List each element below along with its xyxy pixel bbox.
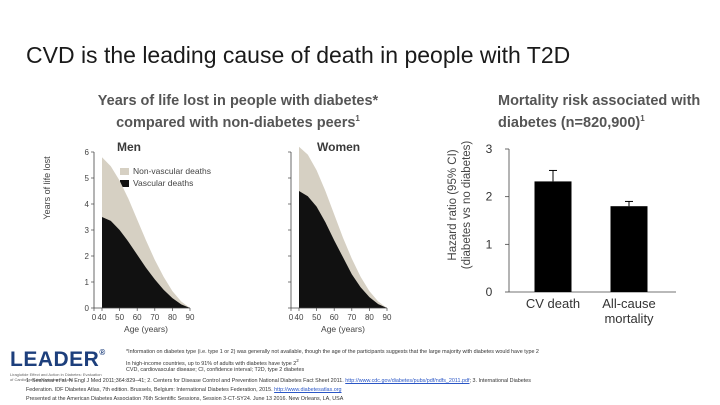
footnote-3: CVD, cardiovascular disease; CI, confide… <box>126 367 305 373</box>
legend-label-nonvascular: Non-vascular deaths <box>133 166 211 176</box>
men-x-tick-label: 70 <box>150 313 159 322</box>
right-panel-title: Mortality risk associated with diabetes … <box>498 93 718 132</box>
women-x-tick-label: 40 <box>295 313 304 322</box>
women-x-tick-label: 0 <box>289 313 294 322</box>
leader-logo-subtext: Liraglutide Effect and Action in Diabete… <box>10 372 102 382</box>
bar-0-category-label: CV death <box>526 296 580 311</box>
women-x-tick-label: 60 <box>330 313 339 322</box>
bar-1-category-label: mortality <box>604 311 654 326</box>
footnote-1: *Information on diabetes type (i.e. type… <box>126 349 539 355</box>
men-x-tick-label: 50 <box>115 313 124 322</box>
men-y-tick-label: 5 <box>85 174 90 183</box>
footnote-2: In high-income countries, up to 91% of a… <box>126 358 299 367</box>
leader-logo-text: LEADER® <box>10 348 106 371</box>
reference-1: 1. Seshasai et al. N Engl J Med 2011;364… <box>26 378 531 384</box>
legend-swatch-nonvascular <box>120 167 129 175</box>
bar-0 <box>534 181 572 292</box>
men-x-tick-label: 60 <box>133 313 142 322</box>
men-y-tick-label: 0 <box>85 304 90 313</box>
bar-y-tick-label: 3 <box>486 142 493 156</box>
women-label: Women <box>317 140 361 154</box>
men-x-tick-label: 40 <box>98 313 107 322</box>
reference-2: Federation. IDF Diabetes Atlas, 7th edit… <box>26 387 342 393</box>
legend-label-vascular: Vascular deaths <box>133 178 194 188</box>
bar-1-category-label: All-cause <box>602 296 655 311</box>
men-y-tick-label: 4 <box>85 200 90 209</box>
men-x-axis-label: Age (years) <box>124 324 168 334</box>
women-x-tick-label: 90 <box>383 313 392 322</box>
men-y-tick-label: 3 <box>85 226 90 235</box>
left-panel-title-line2: compared with non-diabetes peers1 <box>116 114 360 131</box>
legend-item-vascular: Vascular deaths <box>120 177 211 189</box>
right-panel-title-line2: diabetes (n=820,900)1 <box>498 114 645 131</box>
men-y-tick-label: 6 <box>85 148 90 157</box>
women-x-axis-label: Age (years) <box>321 324 365 334</box>
men-x-tick-label: 0 <box>92 313 97 322</box>
women-vascular-area <box>299 191 387 308</box>
men-x-tick-label: 90 <box>186 313 195 322</box>
legend: Non-vascular deaths Vascular deaths <box>120 165 211 189</box>
leader-logo: LEADER® Liraglutide Effect and Action in… <box>10 348 110 396</box>
men-x-tick-label: 80 <box>168 313 177 322</box>
women-x-tick-label: 50 <box>312 313 321 322</box>
women-x-tick-label: 80 <box>365 313 374 322</box>
left-panel-title-line1: Years of life lost in people with diabet… <box>97 93 379 109</box>
bar-y-tick-label: 1 <box>486 237 493 251</box>
legend-item-nonvascular: Non-vascular deaths <box>120 165 211 177</box>
men-y-tick-label: 1 <box>85 278 90 287</box>
bar-y-tick-label: 0 <box>486 285 493 299</box>
men-vascular-area <box>102 217 190 308</box>
left-panel-title: Years of life lost in people with diabet… <box>88 93 388 132</box>
women-x-tick-label: 70 <box>347 313 356 322</box>
bar-1 <box>610 206 648 292</box>
bar-y-tick-label: 2 <box>486 190 493 204</box>
right-panel-title-line1: Mortality risk associated with <box>498 93 701 109</box>
men-y-tick-label: 2 <box>85 252 90 261</box>
slide-title: CVD is the leading cause of death in peo… <box>26 42 571 68</box>
legend-swatch-vascular <box>120 179 129 187</box>
cdc-link[interactable]: http://www.cdc.gov/diabetes/pubs/pdf/ndf… <box>345 378 470 384</box>
reference-3: Presented at the American Diabetes Assoc… <box>26 396 344 402</box>
men-label: Men <box>117 140 141 154</box>
idf-link[interactable]: http://www.diabetesatlas.org <box>274 387 342 393</box>
